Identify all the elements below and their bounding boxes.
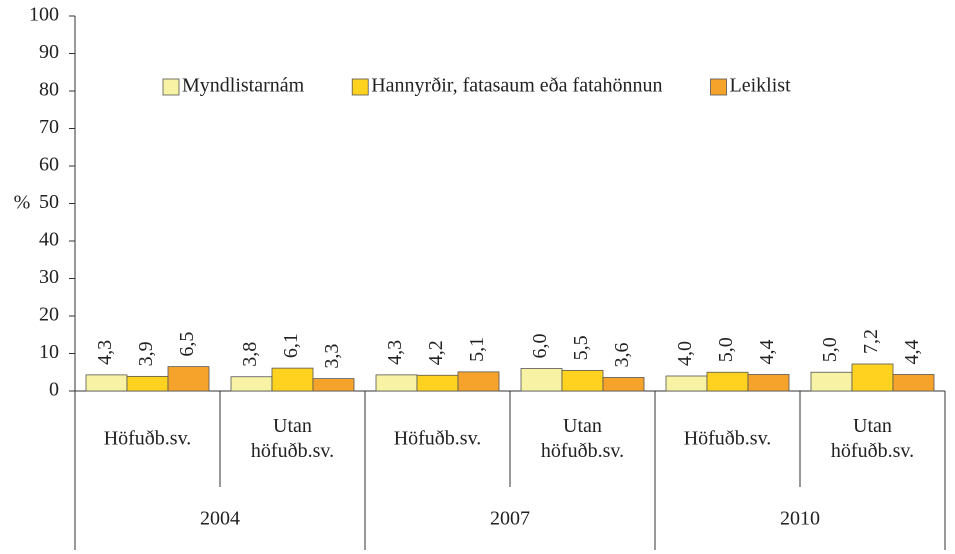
bar <box>85 374 128 392</box>
bar <box>416 374 459 392</box>
y-tick-label: 90 <box>39 41 59 63</box>
bar <box>810 371 853 392</box>
data-label: 3,9 <box>135 341 157 366</box>
data-label: 5,0 <box>715 337 737 362</box>
x-tick-label: Höfuðb.sv. <box>393 427 482 450</box>
y-tick-label: 40 <box>39 229 59 251</box>
x-tick-label: Höfuðb.sv. <box>683 427 772 450</box>
y-axis-label: % <box>14 192 31 214</box>
bar <box>457 371 500 392</box>
bar <box>230 376 273 392</box>
bar <box>520 368 563 392</box>
data-label: 6,0 <box>529 334 551 359</box>
bar <box>665 375 708 392</box>
y-tick-label: 70 <box>39 116 59 138</box>
group-label: 2010 <box>780 507 820 529</box>
data-label: 4,4 <box>901 340 923 365</box>
x-tick-label: Höfuðb.sv. <box>103 427 192 450</box>
data-label: 5,5 <box>570 335 592 360</box>
y-tick-label: 80 <box>39 79 59 101</box>
x-tick-label: Utan höfuðb.sv. <box>830 415 915 462</box>
bar <box>561 369 604 392</box>
y-tick-label: 100 <box>29 4 59 26</box>
y-tick-label: 10 <box>39 341 59 363</box>
legend-swatch <box>162 78 180 96</box>
data-label: 3,6 <box>611 343 633 368</box>
bar <box>271 367 314 392</box>
x-tick-label: Utan höfuðb.sv. <box>250 415 335 462</box>
legend-label: Hannyrðir, fatasaum eða fatahönnun <box>371 75 662 97</box>
bar <box>851 363 894 392</box>
bar <box>126 375 169 392</box>
y-tick-label: 60 <box>39 154 59 176</box>
legend-label: Leiklist <box>730 75 792 97</box>
group-label: 2004 <box>200 507 240 529</box>
y-tick-label: 50 <box>39 191 59 213</box>
data-label: 6,1 <box>280 333 302 358</box>
bar <box>706 371 749 392</box>
bar <box>167 366 210 392</box>
y-tick-label: 30 <box>39 266 59 288</box>
data-label: 5,0 <box>819 337 841 362</box>
bar <box>375 374 418 392</box>
bar <box>312 378 355 392</box>
data-label: 4,3 <box>384 340 406 365</box>
bar <box>747 374 790 392</box>
data-label: 5,1 <box>466 337 488 362</box>
legend-swatch <box>351 78 369 96</box>
data-label: 7,2 <box>860 329 882 354</box>
y-tick-label: 20 <box>39 304 59 326</box>
data-label: 4,2 <box>425 340 447 365</box>
x-tick-label: Utan höfuðb.sv. <box>540 415 625 462</box>
data-label: 3,8 <box>239 342 261 367</box>
bar <box>602 377 645 392</box>
data-label: 4,4 <box>756 340 778 365</box>
data-label: 4,0 <box>674 341 696 366</box>
legend-swatch <box>710 78 727 96</box>
legend-label: Myndlistarnám <box>182 75 305 97</box>
bar <box>892 374 935 392</box>
y-tick-label: 0 <box>49 379 59 401</box>
group-label: 2007 <box>490 507 530 529</box>
data-label: 6,5 <box>176 332 198 357</box>
data-label: 4,3 <box>94 340 116 365</box>
data-label: 3,3 <box>321 344 343 369</box>
